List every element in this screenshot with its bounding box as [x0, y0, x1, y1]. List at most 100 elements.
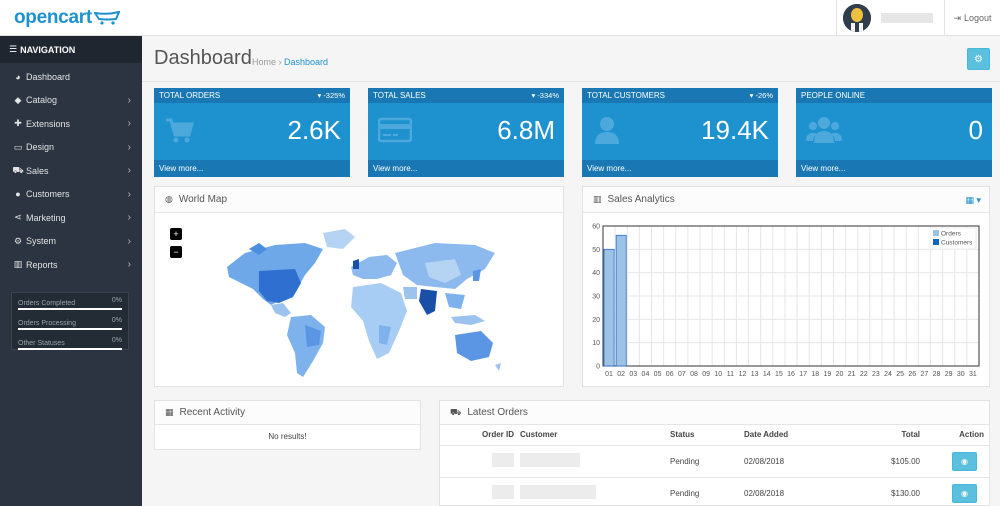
y-tick-label: 30	[592, 294, 600, 301]
credit-card-icon	[378, 117, 412, 143]
stat-value: 0%	[111, 337, 122, 344]
y-tick-label: 60	[592, 224, 600, 231]
cart-icon: ⛟	[450, 406, 462, 417]
x-tick-label: 20	[836, 371, 844, 378]
chevron-right-icon: ›	[127, 188, 131, 200]
tile-total-sales: TOTAL SALES ▾ -334% 6.8M View more...	[368, 88, 564, 177]
settings-button[interactable]: ⚙	[967, 48, 990, 70]
bar-orders	[603, 248, 615, 367]
view-order-button[interactable]: ◉	[952, 451, 977, 471]
map-zoom-out-button[interactable]: −	[170, 246, 182, 258]
sidebar-item-sales[interactable]: ⛟ Sales ›	[0, 159, 142, 183]
map-zoom-in-button[interactable]: +	[170, 228, 182, 240]
x-tick-label: 23	[872, 371, 880, 378]
column-order-id[interactable]: Order ID	[440, 425, 520, 446]
tile-value: 6.8M	[497, 115, 555, 145]
tile-view-more-link[interactable]: View more...	[368, 160, 564, 177]
share-icon: ⋖	[14, 212, 22, 223]
sidebar-item-marketing[interactable]: ⋖ Marketing ›	[0, 206, 142, 230]
breadcrumb-separator: ›	[278, 57, 285, 67]
sidebar-menu: ◕ Dashboard ◆ Catalog › ✚ Extensions › ▭…	[0, 65, 142, 277]
panel-header: ▥ Sales Analytics	[583, 187, 989, 213]
legend-box	[929, 227, 977, 250]
navigation-header[interactable]: ☰ NAVIGATION	[0, 36, 142, 63]
user-menu[interactable]	[836, 0, 944, 36]
y-tick-label: 10	[592, 340, 600, 347]
tile-header: PEOPLE ONLINE	[796, 88, 992, 103]
gear-icon: ⚙	[974, 53, 983, 65]
x-tick-label: 15	[775, 371, 783, 378]
x-tick-label: 07	[678, 371, 686, 378]
chevron-right-icon: ›	[127, 118, 131, 130]
column-customer[interactable]: Customer	[520, 425, 670, 446]
sidebar-item-dashboard[interactable]: ◕ Dashboard	[0, 65, 142, 89]
redacted-order-id	[492, 485, 514, 499]
tile-label: PEOPLE ONLINE	[801, 91, 866, 100]
empty-message: No results!	[268, 431, 307, 441]
x-tick-label: 08	[690, 371, 698, 378]
sidebar-item-customers[interactable]: ● Customers ›	[0, 183, 142, 207]
plot-frame	[602, 225, 980, 367]
world-map-panel: ◍ World Map + −	[154, 186, 564, 387]
y-tick-label: 20	[592, 317, 600, 324]
panel-header: ▦ Recent Activity	[155, 401, 420, 425]
tile-percent: ▾ -325%	[317, 91, 345, 100]
tile-percent: ▾ -26%	[750, 91, 773, 100]
y-tick-label: 50	[592, 247, 600, 254]
tile-value: 19.4K	[701, 115, 769, 145]
column-date-added[interactable]: Date Added	[744, 425, 836, 446]
stat-orders-completed: Orders Completed 0%	[18, 297, 122, 317]
sidebar-item-system[interactable]: ⚙ System ›	[0, 230, 142, 254]
logo-text: opencart	[14, 7, 92, 28]
legend-swatch	[933, 239, 939, 245]
sidebar-item-extensions[interactable]: ✚ Extensions ›	[0, 112, 142, 136]
x-tick-label: 25	[896, 371, 904, 378]
tile-total-orders: TOTAL ORDERS ▾ -325% 2.6K View more...	[154, 88, 350, 177]
column-total[interactable]: Total	[836, 425, 920, 446]
tile-label: TOTAL ORDERS	[159, 91, 221, 100]
stat-orders-processing: Orders Processing 0%	[18, 317, 122, 337]
tile-label: TOTAL CUSTOMERS	[587, 91, 665, 100]
calendar-dropdown-icon[interactable]: ▦ ▾	[965, 195, 981, 205]
stat-other-statuses: Other Statuses 0%	[18, 337, 122, 357]
calendar-icon: ▦	[165, 407, 174, 417]
sidebar-item-reports[interactable]: ▥ Reports ›	[0, 253, 142, 277]
tile-percent-value: -26%	[755, 91, 773, 100]
column-status[interactable]: Status	[670, 425, 744, 446]
cart-icon: ⛟	[12, 164, 24, 175]
caret-down-icon: ▾	[317, 91, 324, 100]
opencart-logo[interactable]: opencart	[14, 7, 120, 29]
world-map[interactable]	[155, 213, 563, 387]
chevron-right-icon: ›	[127, 141, 131, 153]
x-tick-label: 11	[727, 371, 734, 378]
x-tick-label: 22	[860, 371, 868, 378]
tile-view-more-link[interactable]: View more...	[154, 160, 350, 177]
redacted-customer	[520, 453, 580, 467]
redacted-order-id	[492, 453, 514, 467]
x-tick-label: 28	[933, 371, 941, 378]
tile-body: 6.8M	[368, 103, 564, 160]
x-tick-label: 10	[714, 371, 722, 378]
stat-label: Orders Completed	[18, 300, 76, 307]
orders-table: Order ID Customer Status Date Added Tota…	[440, 425, 989, 506]
x-tick-label: 14	[763, 371, 771, 378]
action-cell: ◉	[920, 445, 989, 478]
panel-header: ⛟ Latest Orders	[440, 401, 989, 425]
breadcrumb-home[interactable]: Home	[252, 57, 277, 67]
view-order-button[interactable]: ◉	[952, 483, 977, 503]
sidebar-item-catalog[interactable]: ◆ Catalog ›	[0, 89, 142, 113]
total-cell: $105.00	[836, 445, 920, 478]
tile-view-more-link[interactable]: View more...	[796, 160, 992, 177]
hamburger-icon: ☰	[9, 44, 18, 54]
logout-link[interactable]: ⇥ Logout	[944, 0, 1000, 36]
x-tick-label: 12	[739, 371, 747, 378]
breadcrumb-current[interactable]: Dashboard	[284, 57, 329, 67]
x-tick-label: 06	[666, 371, 674, 378]
chevron-right-icon: ›	[127, 94, 131, 106]
x-tick-label: 24	[884, 371, 892, 378]
panel-title: Recent Activity	[179, 407, 246, 418]
sidebar-item-design[interactable]: ▭ Design ›	[0, 136, 142, 160]
column-action: Action	[920, 425, 989, 446]
tile-view-more-link[interactable]: View more...	[582, 160, 778, 177]
order-id-cell	[440, 445, 520, 478]
